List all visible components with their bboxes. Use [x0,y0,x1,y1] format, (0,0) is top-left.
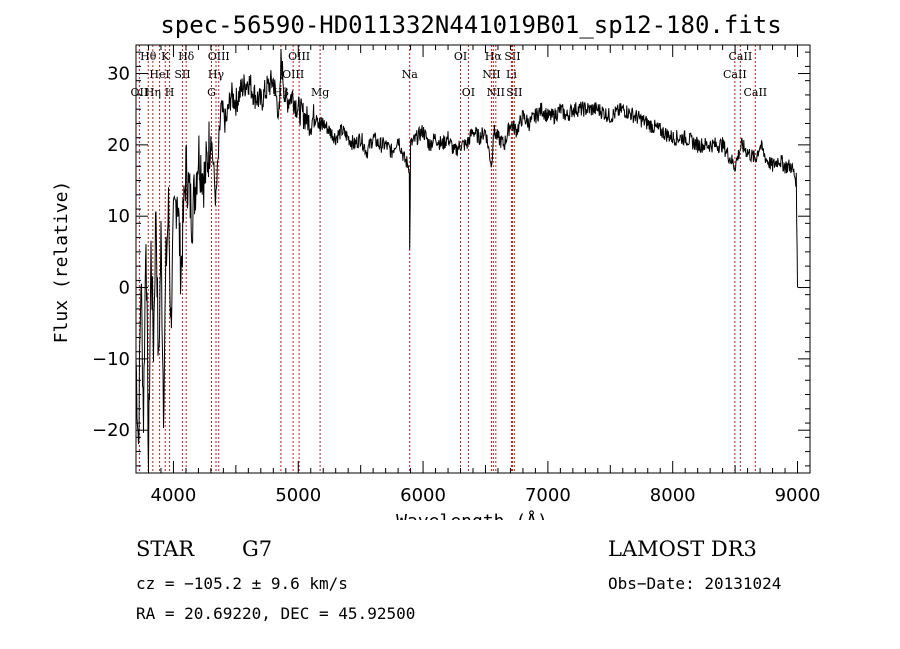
x-tick-label: 7000 [525,485,571,506]
line-marker-label: Li [506,68,517,81]
x-tick-label: 8000 [650,485,696,506]
line-marker-label: H [165,86,175,99]
line-marker-label: CaII [743,86,767,99]
line-marker-label: OIII [288,50,310,63]
line-marker-label: Mg [311,86,329,99]
x-tick-label: 9000 [775,485,821,506]
obs-date: Obs−Date: 20131024 [608,574,782,593]
line-marker-label: CaII [729,50,753,63]
line-marker-label: HeI [149,68,169,81]
line-marker-label: G [207,86,216,99]
x-tick-label: 5000 [275,485,321,506]
line-marker-label: NII [482,68,500,81]
line-marker-label: NII [487,86,505,99]
subclass: G7 [242,537,273,561]
y-tick-label: 0 [119,278,130,299]
line-marker-label: Hβ [273,86,289,99]
line-marker-label: OIII [208,50,230,63]
y-tick-label: −20 [92,420,130,441]
line-marker-label: K [161,50,170,63]
series-flux-line [135,48,798,470]
survey-name: LAMOST DR3 [608,537,757,561]
line-marker-label: Hη [145,86,161,99]
chart-title: spec-56590-HD011332N441019B01_sp12-180.f… [160,11,781,39]
line-marker-label: Na [402,68,419,81]
line-marker-label: Hγ [208,68,225,81]
x-axis-ticks: 4000 5000 6000 7000 8000 9000 [147,45,821,506]
redshift-cz: cz = −105.2 ± 9.6 km/s [136,574,348,593]
line-marker-label: CaII [723,68,747,81]
line-marker-label: Hδ [178,50,195,63]
y-tick-label: 20 [107,135,130,156]
line-marker-label: Hθ [140,50,157,63]
object-class: STAR [136,537,195,561]
line-marker-label: OIII [282,68,304,81]
x-tick-label: 6000 [400,485,446,506]
line-marker-label: SII [504,50,520,63]
y-tick-label: −10 [92,349,130,370]
line-marker-label: SII [174,68,190,81]
y-tick-label: 30 [107,64,130,85]
line-marker-label: OI [462,86,475,99]
x-axis-label: Wavelength (Å) [396,510,548,520]
y-axis-ticks: −20 −10 0 10 20 30 [92,51,810,467]
spectrum-chart: spec-56590-HD011332N441019B01_sp12-180.f… [51,11,821,520]
coordinates: RA = 20.69220, DEC = 45.92500 [136,604,416,623]
line-marker-label: OI [454,50,467,63]
y-axis-label: Flux (relative) [51,181,72,344]
y-tick-label: 10 [107,206,130,227]
line-marker-label: SII [506,86,522,99]
x-tick-label: 4000 [151,485,197,506]
line-marker-label: OII [131,86,149,99]
line-marker-label: Hα [485,50,503,63]
